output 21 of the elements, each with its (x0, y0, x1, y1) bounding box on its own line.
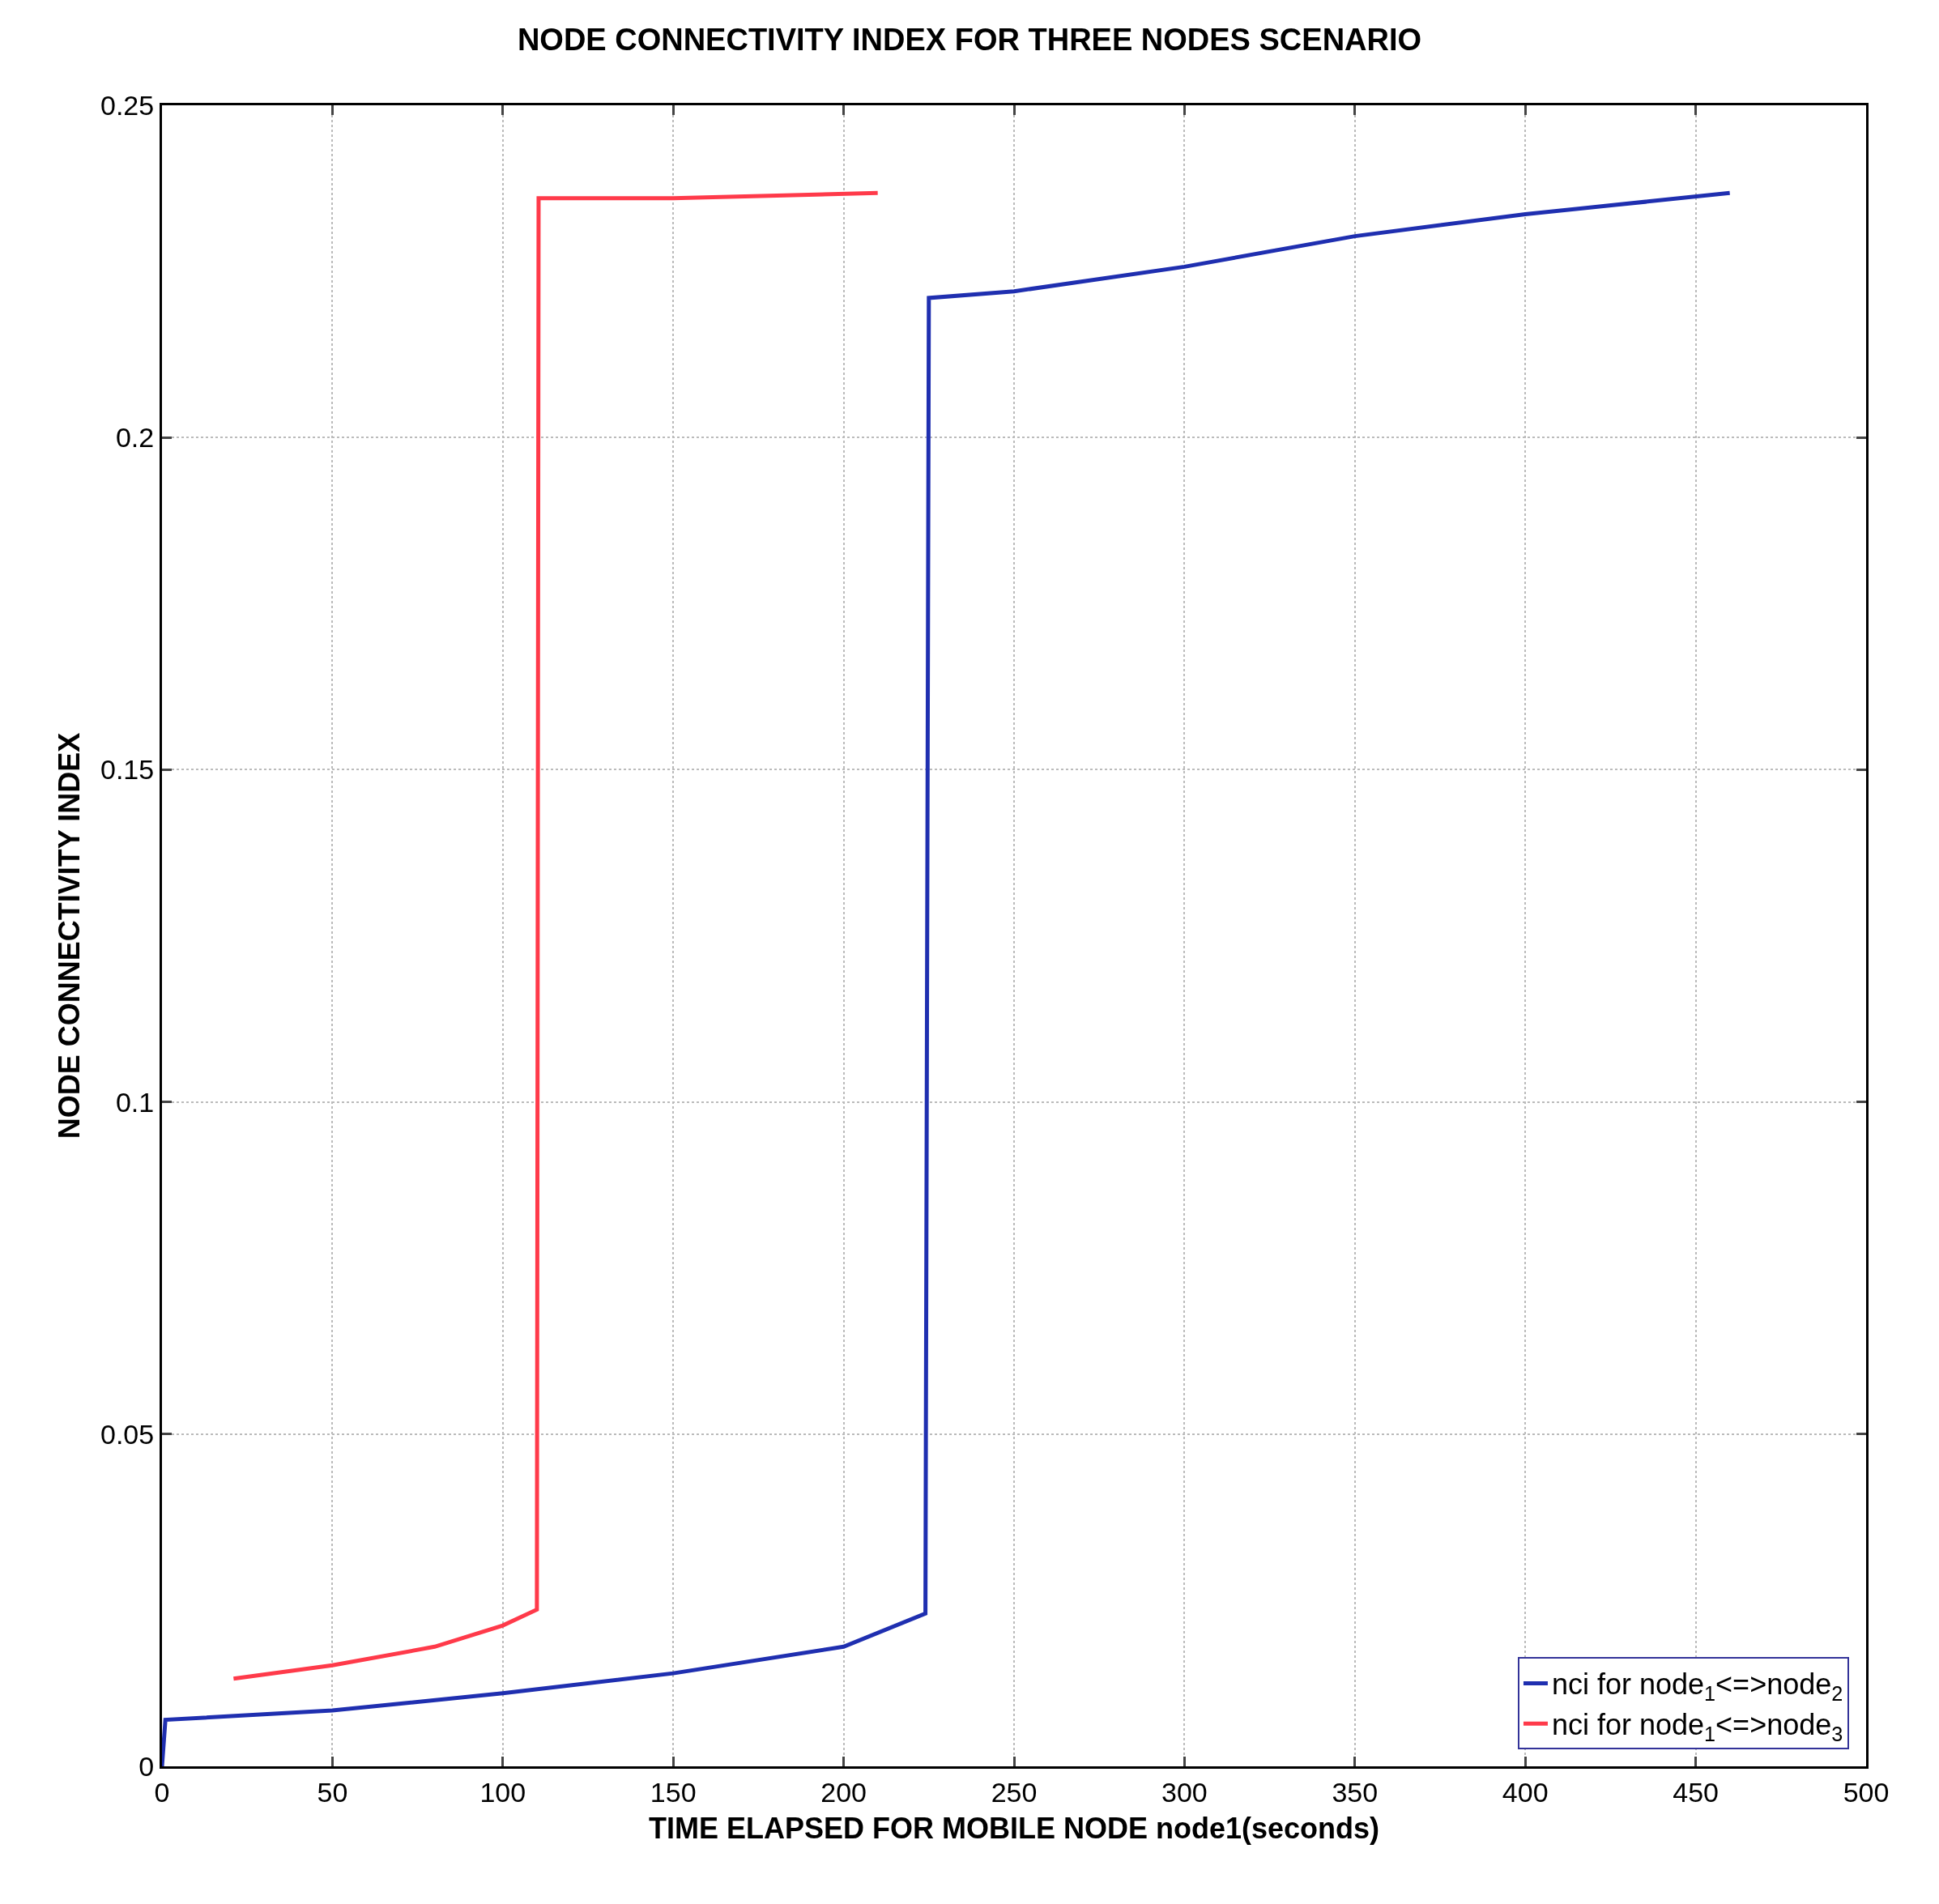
y-tick-label: 0.05 (100, 1418, 155, 1450)
y-tick-label: 0.2 (115, 422, 155, 454)
x-tick-label: 400 (1502, 1776, 1549, 1808)
legend-label: nci for node$_{1}$<=>node$_{2}$ (1551, 1668, 1843, 1705)
legend-label: nci for node$_{1}$<=>node$_{3}$ (1551, 1708, 1843, 1745)
x-tick-label: 50 (317, 1776, 348, 1808)
chart-title: NODE CONNECTIVITY INDEX FOR THREE NODES SCENARIO (517, 22, 1422, 57)
y-axis-title: NODE CONNECTIVITY INDEX (52, 732, 86, 1139)
x-tick-label: 250 (991, 1776, 1038, 1808)
x-tick-label: 150 (650, 1776, 697, 1808)
y-tick-label: 0.1 (115, 1086, 155, 1118)
x-tick-label: 300 (1161, 1776, 1208, 1808)
x-axis-title: TIME ELAPSED FOR MOBILE NODE node1(seconds) (648, 1812, 1380, 1846)
y-tick-label: 0 (138, 1750, 155, 1782)
y-tick-label: 0.25 (100, 89, 155, 121)
y-tick-label: 0.15 (100, 754, 155, 786)
x-tick-label: 200 (820, 1776, 867, 1808)
x-tick-label: 500 (1843, 1776, 1890, 1808)
x-tick-label: 450 (1673, 1776, 1719, 1808)
x-tick-label: 350 (1332, 1776, 1379, 1808)
x-tick-label: 100 (479, 1776, 526, 1808)
